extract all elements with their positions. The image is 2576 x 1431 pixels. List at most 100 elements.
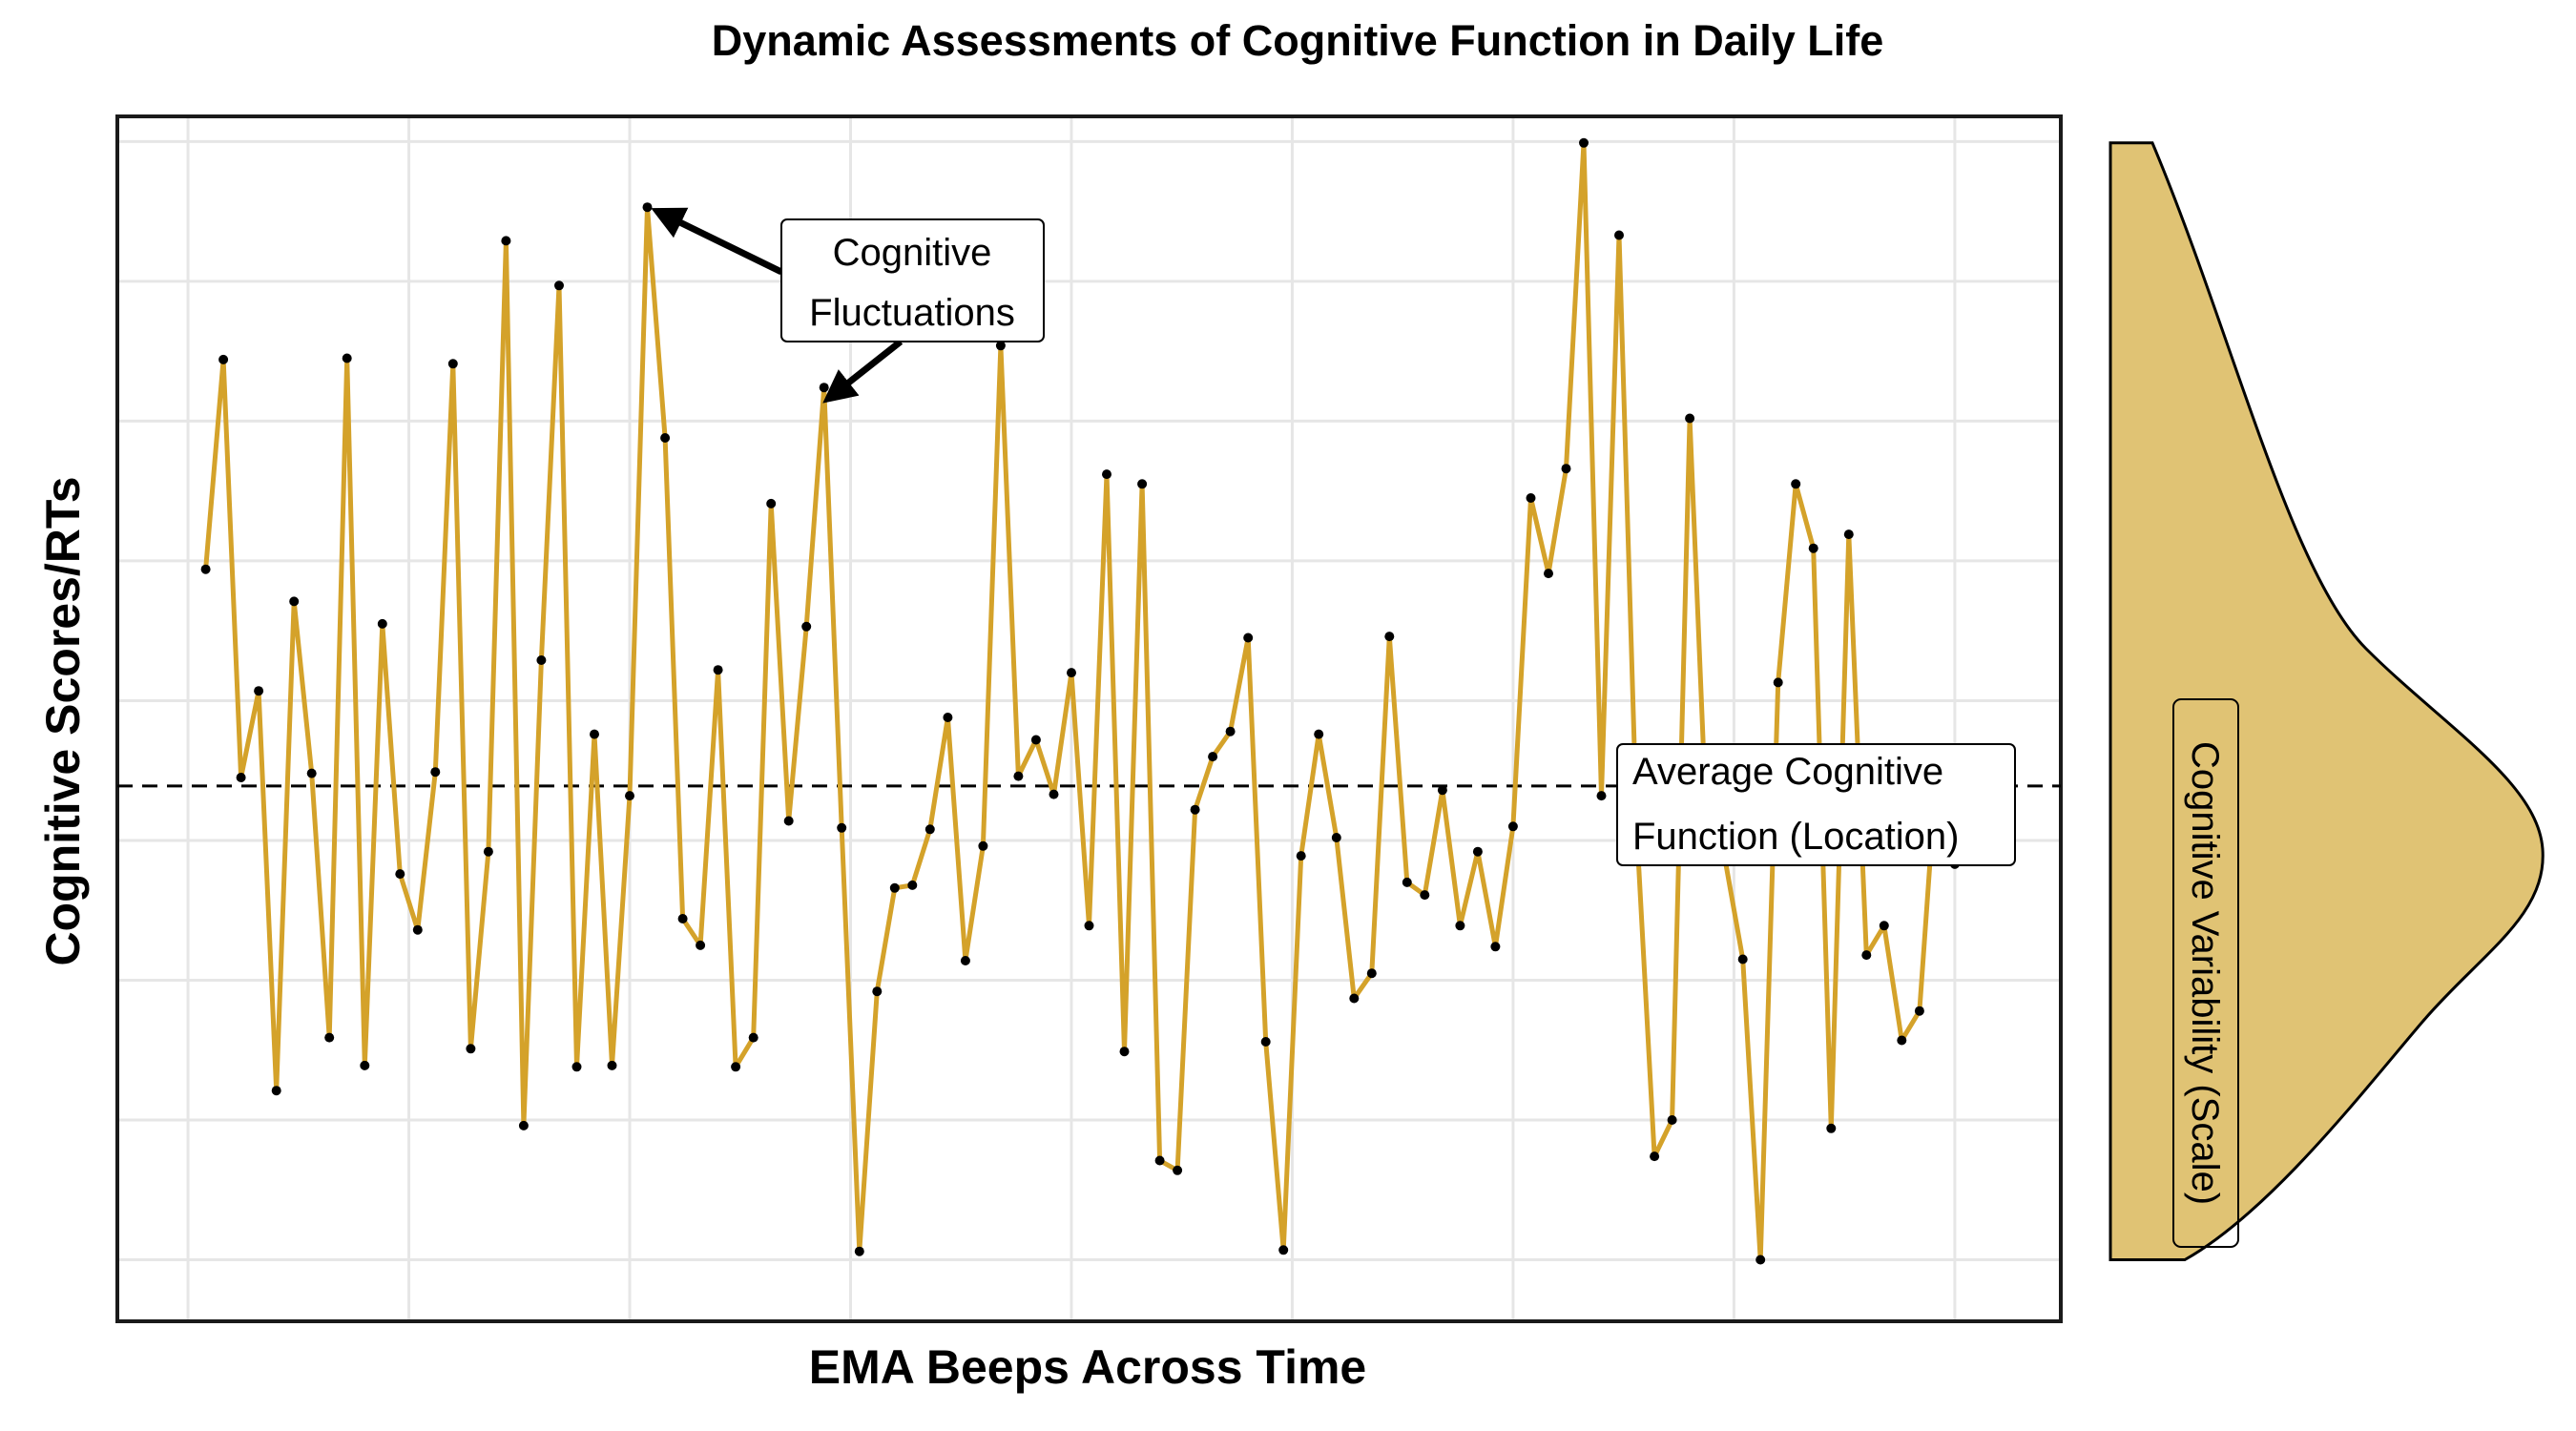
data-point: [819, 383, 829, 393]
data-point: [289, 596, 300, 607]
data-point: [1861, 950, 1872, 961]
data-point: [1402, 877, 1412, 887]
data-point: [783, 816, 794, 826]
data-point: [1561, 464, 1571, 474]
data-point: [590, 729, 599, 739]
fluctuations-label-line-2: Fluctuations: [809, 292, 1015, 334]
data-point: [1791, 479, 1801, 489]
data-point: [995, 341, 1006, 351]
data-point: [271, 1086, 281, 1096]
data-point: [1843, 529, 1854, 540]
data-point: [625, 791, 634, 801]
data-point: [342, 353, 352, 363]
data-point: [518, 1120, 529, 1130]
annotation-arrow-right: [822, 339, 904, 404]
data-point: [1208, 752, 1218, 762]
data-point: [1067, 668, 1076, 678]
data-point: [1190, 804, 1200, 815]
data-point: [1331, 833, 1341, 842]
data-point: [713, 665, 723, 675]
data-point: [395, 869, 405, 880]
data-point: [1650, 1151, 1660, 1162]
data-point: [1013, 771, 1024, 781]
data-point: [447, 359, 458, 369]
data-point: [660, 433, 671, 443]
average-label-line-2: Function (Location): [1632, 816, 1959, 858]
data-point: [1596, 791, 1607, 801]
data-point: [1437, 785, 1447, 796]
data-point: [1526, 493, 1536, 503]
annotation-arrow-left: [651, 207, 783, 276]
average-label-line-1: Average Cognitive: [1632, 751, 1943, 793]
data-point: [1755, 1255, 1766, 1265]
data-point: [412, 924, 423, 935]
data-point: [1897, 1035, 1907, 1046]
data-point: [907, 880, 918, 890]
data-point: [1049, 789, 1059, 799]
data-point: [324, 1032, 335, 1043]
data-point: [1579, 137, 1589, 148]
data-point: [1243, 633, 1254, 643]
data-point: [306, 768, 317, 778]
data-point: [1314, 729, 1324, 739]
data-point: [554, 280, 564, 291]
data-point: [200, 564, 211, 574]
fluctuations-label-line-1: Cognitive: [833, 232, 992, 274]
data-point: [1225, 726, 1236, 736]
data-point: [837, 822, 847, 833]
data-point: [483, 846, 493, 857]
data-point: [889, 882, 900, 893]
data-point: [254, 686, 264, 696]
data-point: [642, 202, 653, 213]
series-line: [203, 140, 1958, 1262]
data-point: [872, 986, 883, 997]
data-point: [1914, 1006, 1924, 1016]
data-point: [1667, 1115, 1677, 1125]
variability-label-text: Cognitive Variability (Scale): [2184, 741, 2226, 1205]
average-label-box: Average Cognitive Function (Location): [1616, 743, 2016, 866]
data-point: [1472, 846, 1483, 857]
y-axis-title: Cognitive Scores/RTs: [36, 476, 90, 965]
data-point: [1420, 890, 1430, 901]
data-point: [218, 354, 229, 364]
data-point: [1154, 1155, 1165, 1166]
fluctuations-label-box: Cognitive Fluctuations: [780, 218, 1045, 342]
data-point: [1137, 479, 1148, 489]
data-point: [571, 1062, 582, 1072]
data-point: [466, 1044, 476, 1054]
data-point: [501, 236, 511, 246]
plot-frame: [115, 114, 2063, 1323]
data-point: [1384, 632, 1395, 642]
data-point: [748, 1032, 758, 1043]
data-point: [1826, 1123, 1837, 1133]
data-point: [766, 498, 777, 508]
data-point: [377, 618, 387, 629]
data-point: [1507, 821, 1518, 832]
data-point: [536, 655, 547, 665]
data-point: [430, 767, 441, 778]
variability-density: [2109, 141, 2545, 1261]
data-point: [1102, 469, 1111, 480]
data-point: [1173, 1165, 1183, 1175]
data-point: [731, 1062, 741, 1072]
data-point: [1084, 921, 1094, 931]
data-point: [236, 773, 246, 782]
chart-title: Dynamic Assessments of Cognitive Functio…: [712, 16, 1884, 65]
data-point: [1773, 677, 1783, 688]
data-point: [924, 824, 935, 835]
data-point: [943, 713, 953, 722]
data-point: [1278, 1245, 1289, 1255]
data-point: [1685, 413, 1695, 424]
data-point: [1349, 993, 1360, 1004]
data-point: [677, 914, 688, 923]
data-point: [696, 940, 706, 950]
data-point: [1260, 1037, 1271, 1047]
data-point: [854, 1246, 864, 1256]
data-point: [1490, 942, 1501, 952]
data-point: [978, 840, 988, 851]
data-point: [360, 1060, 370, 1070]
data-point: [1119, 1047, 1130, 1057]
x-axis-title: EMA Beeps Across Time: [809, 1340, 1366, 1394]
data-point: [607, 1060, 617, 1070]
grid: [117, 116, 2061, 1321]
